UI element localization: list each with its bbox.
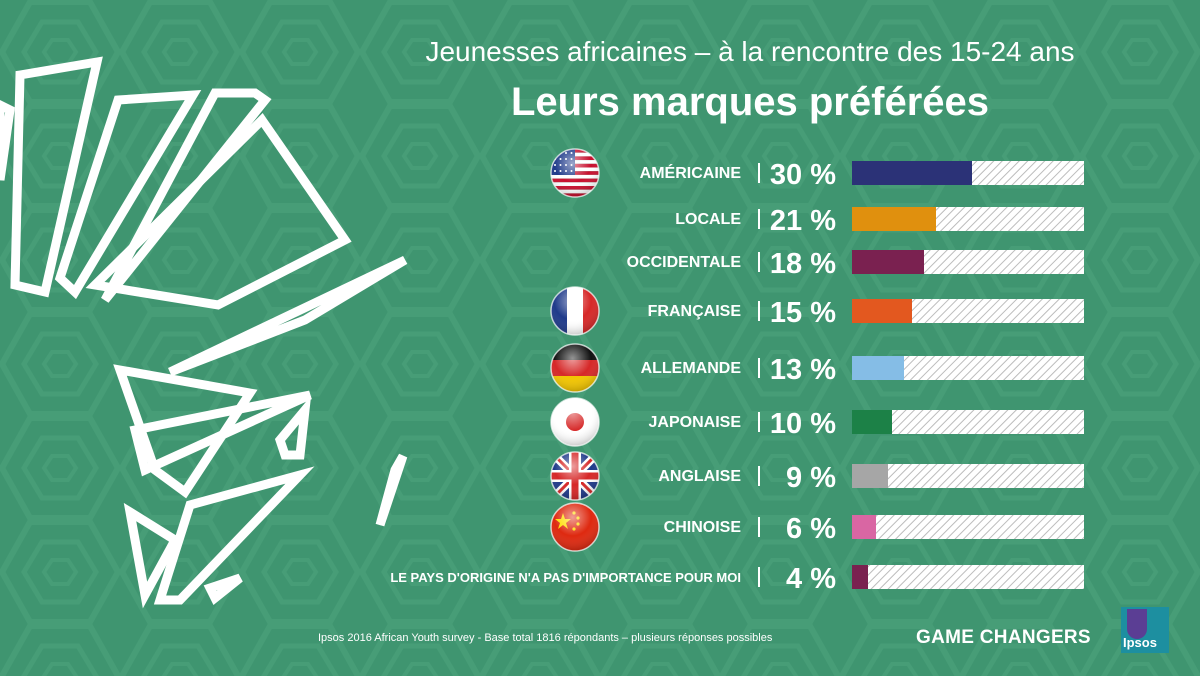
chart-subtitle: Jeunesses africaines – à la rencontre de… (425, 36, 1075, 67)
footnote: Ipsos 2016 African Youth survey - Base t… (318, 632, 773, 644)
us-flag-icon (550, 148, 600, 198)
value-label: 21 % (770, 205, 836, 237)
category-label: OCCIDENTALE (627, 254, 742, 271)
bar (852, 250, 924, 274)
category-label: FRANÇAISE (648, 303, 742, 320)
bar (852, 565, 868, 589)
value-label: 13 % (770, 354, 836, 386)
game-changers-tagline: GAME CHANGERS (916, 627, 1091, 648)
ipsos-logo-text: Ipsos (1123, 635, 1157, 650)
chart-title: Leurs marques préférées (510, 80, 989, 124)
germany-flag-icon (550, 343, 600, 393)
ipsos-logo: Ipsos (1121, 607, 1169, 653)
value-label: 30 % (770, 159, 836, 191)
category-label: CHINOISE (664, 519, 742, 536)
category-label: LE PAYS D'ORIGINE N'A PAS D'IMPORTANCE P… (390, 570, 741, 585)
bar (852, 515, 876, 539)
value-label: 4 % (786, 563, 836, 595)
category-label: ANGLAISE (658, 468, 741, 485)
category-label: ALLEMANDE (641, 360, 742, 377)
category-label: LOCALE (675, 211, 741, 228)
china-flag-icon (550, 502, 600, 552)
bar (852, 464, 888, 488)
value-label: 9 % (786, 462, 836, 494)
japan-flag-icon (550, 397, 600, 447)
bar-track (852, 515, 1084, 539)
france-flag-icon (550, 286, 600, 336)
bar-track (852, 565, 1084, 589)
bar (852, 161, 972, 185)
bar (852, 299, 912, 323)
bar (852, 410, 892, 434)
category-label: AMÉRICAINE (640, 163, 742, 182)
africa-map-outline (0, 56, 408, 609)
value-label: 10 % (770, 408, 836, 440)
bar-track (852, 464, 1084, 488)
category-label: JAPONAISE (649, 414, 742, 431)
value-label: 6 % (786, 513, 836, 545)
uk-flag-icon (550, 451, 600, 501)
value-label: 15 % (770, 297, 836, 329)
bar (852, 207, 936, 231)
bar (852, 356, 904, 380)
value-label: 18 % (770, 248, 836, 280)
